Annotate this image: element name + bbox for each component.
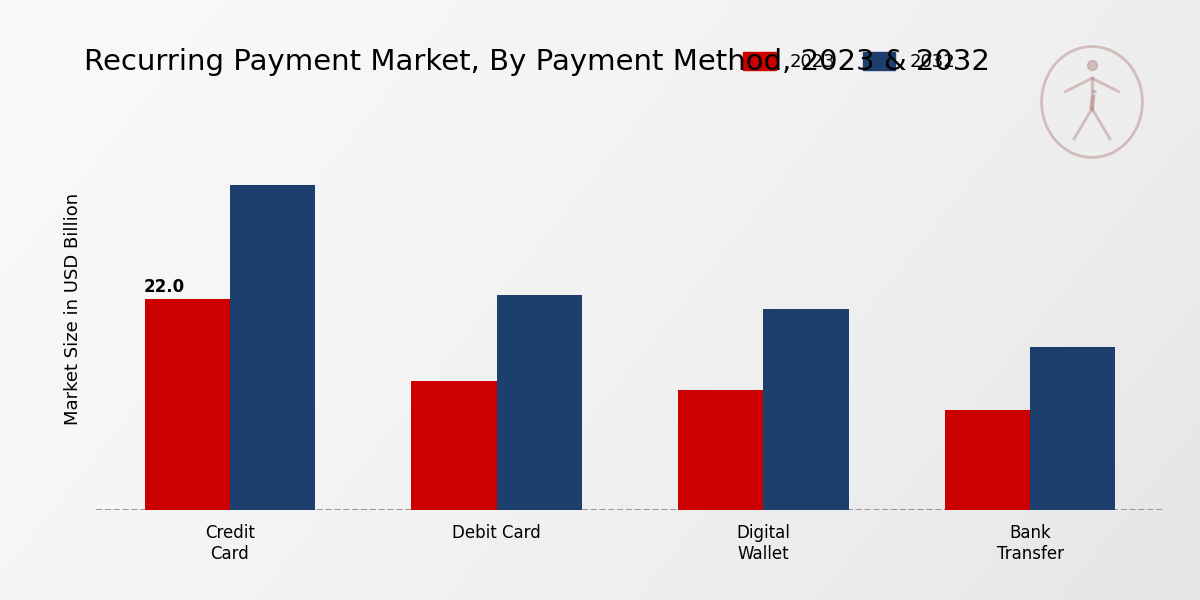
Bar — [144, 299, 230, 510]
Bar — [763, 309, 848, 510]
Text: Recurring Payment Market, By Payment Method, 2023 & 2032: Recurring Payment Market, By Payment Met… — [84, 48, 990, 76]
Text: 22.0: 22.0 — [144, 278, 185, 296]
Legend: 2023, 2032: 2023, 2032 — [736, 44, 962, 79]
Bar — [1030, 347, 1116, 510]
Bar — [944, 409, 1030, 510]
Text: i: i — [1087, 90, 1097, 114]
Y-axis label: Market Size in USD Billion: Market Size in USD Billion — [64, 193, 82, 425]
Bar — [230, 185, 316, 510]
Bar — [412, 381, 497, 510]
Bar — [497, 295, 582, 510]
Bar — [678, 391, 763, 510]
